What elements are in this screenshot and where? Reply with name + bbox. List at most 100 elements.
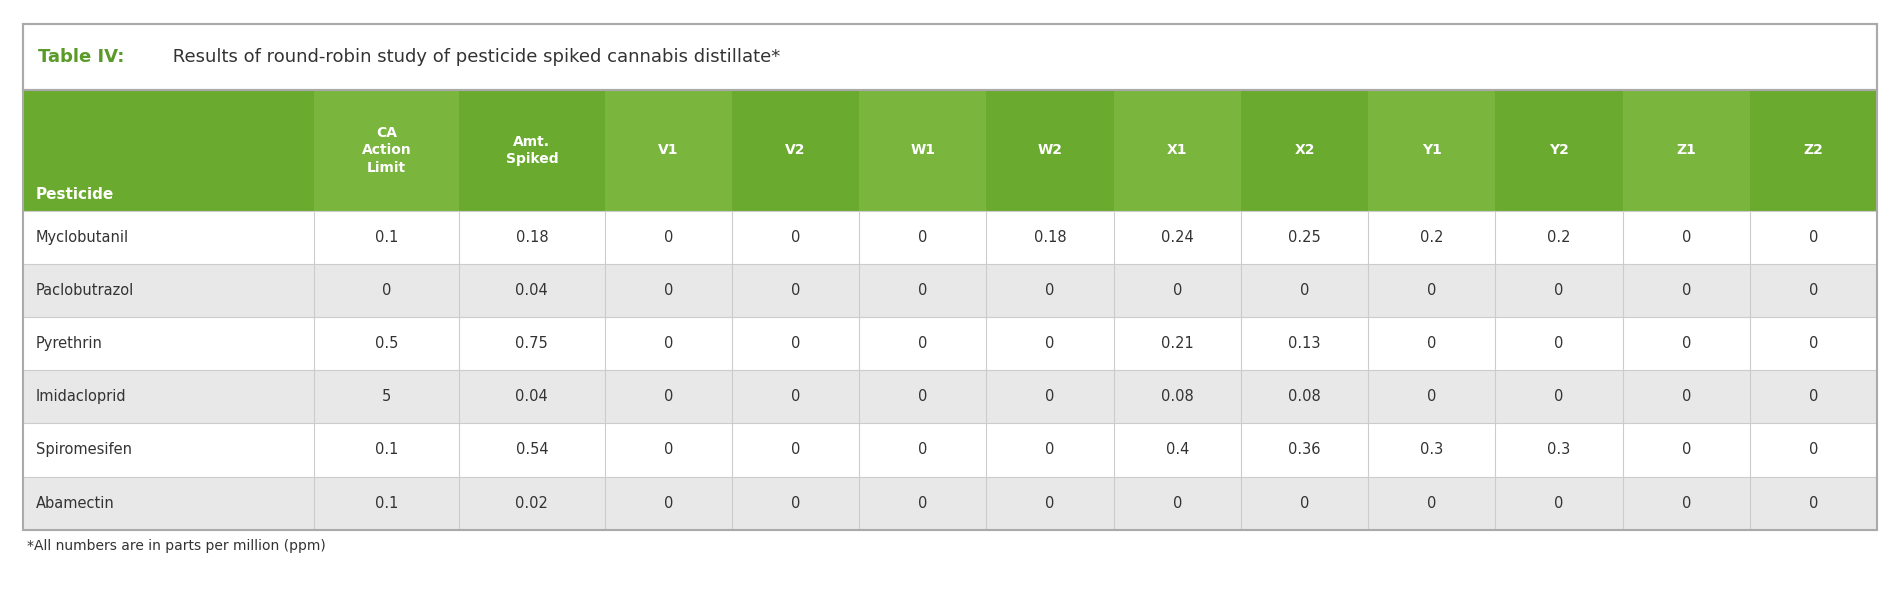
Text: 0: 0: [1554, 336, 1564, 351]
Bar: [23, 264, 1877, 317]
Text: 0: 0: [918, 442, 927, 458]
Text: Y1: Y1: [1421, 143, 1442, 158]
Text: 0.4: 0.4: [1165, 442, 1189, 458]
Text: 0.5: 0.5: [374, 336, 399, 351]
Text: 0: 0: [1045, 336, 1054, 351]
Text: W2: W2: [1037, 143, 1062, 158]
Bar: [859, 90, 986, 211]
Text: 0.75: 0.75: [515, 336, 549, 351]
Text: 0: 0: [1809, 230, 1818, 245]
Bar: [23, 477, 1877, 530]
Text: 0.18: 0.18: [1034, 230, 1066, 245]
Bar: [23, 211, 1877, 264]
Bar: [460, 90, 604, 211]
Text: 5: 5: [382, 389, 391, 405]
Text: 0: 0: [1682, 230, 1691, 245]
Text: 0: 0: [1682, 442, 1691, 458]
Text: 0.04: 0.04: [515, 283, 549, 298]
Text: 0.13: 0.13: [1288, 336, 1320, 351]
Text: 0.2: 0.2: [1419, 230, 1444, 245]
Bar: [23, 24, 1877, 530]
Text: 0: 0: [1427, 283, 1436, 298]
Text: 0: 0: [663, 336, 673, 351]
Text: 0.02: 0.02: [515, 495, 549, 510]
Text: 0: 0: [1427, 389, 1436, 405]
Text: 0.24: 0.24: [1161, 230, 1193, 245]
Text: Abamectin: Abamectin: [36, 495, 114, 510]
Text: 0: 0: [1809, 495, 1818, 510]
Text: 0: 0: [1809, 442, 1818, 458]
Text: 0: 0: [918, 230, 927, 245]
Text: 0: 0: [790, 230, 800, 245]
Text: 0.08: 0.08: [1161, 389, 1193, 405]
Text: 0: 0: [663, 389, 673, 405]
Text: 0.36: 0.36: [1288, 442, 1320, 458]
Text: 0: 0: [1300, 495, 1309, 510]
Text: V1: V1: [657, 143, 678, 158]
Text: 0: 0: [790, 336, 800, 351]
Text: 0: 0: [1554, 495, 1564, 510]
Text: Pyrethrin: Pyrethrin: [36, 336, 103, 351]
Text: 0: 0: [790, 495, 800, 510]
Text: 0: 0: [790, 283, 800, 298]
Bar: [1241, 90, 1368, 211]
Text: 0: 0: [1045, 283, 1054, 298]
Text: 0: 0: [1809, 336, 1818, 351]
Text: 0.1: 0.1: [374, 230, 399, 245]
Text: 0: 0: [918, 283, 927, 298]
Text: 0: 0: [790, 442, 800, 458]
Bar: [23, 317, 1877, 370]
Text: 0.08: 0.08: [1288, 389, 1320, 405]
Text: 0: 0: [1554, 389, 1564, 405]
Text: Results of round-robin study of pesticide spiked cannabis distillate*: Results of round-robin study of pesticid…: [167, 48, 781, 66]
Text: 0: 0: [663, 495, 673, 510]
Text: 0: 0: [1300, 283, 1309, 298]
Text: Z1: Z1: [1676, 143, 1697, 158]
Bar: [23, 24, 1877, 90]
Text: 0: 0: [1682, 495, 1691, 510]
Text: Pesticide: Pesticide: [36, 187, 114, 202]
Text: 0: 0: [790, 389, 800, 405]
Bar: [23, 370, 1877, 423]
Text: 0.21: 0.21: [1161, 336, 1193, 351]
Text: 0.2: 0.2: [1547, 230, 1571, 245]
Text: 0: 0: [1045, 442, 1054, 458]
Text: W1: W1: [910, 143, 935, 158]
Text: 0.18: 0.18: [515, 230, 549, 245]
Text: 0: 0: [382, 283, 391, 298]
Text: 0.3: 0.3: [1419, 442, 1444, 458]
Text: 0: 0: [663, 283, 673, 298]
Text: 0.54: 0.54: [515, 442, 549, 458]
Bar: [986, 90, 1113, 211]
Bar: [1623, 90, 1750, 211]
Text: Table IV:: Table IV:: [38, 48, 124, 66]
Text: Imidacloprid: Imidacloprid: [36, 389, 127, 405]
Bar: [1113, 90, 1241, 211]
Text: 0: 0: [918, 495, 927, 510]
Text: Spiromesifen: Spiromesifen: [36, 442, 133, 458]
Text: X1: X1: [1167, 143, 1188, 158]
Text: 0: 0: [1554, 283, 1564, 298]
Text: 0: 0: [1427, 336, 1436, 351]
Bar: [1368, 90, 1495, 211]
Text: X2: X2: [1294, 143, 1315, 158]
Text: 0: 0: [1045, 495, 1054, 510]
Text: 0.1: 0.1: [374, 495, 399, 510]
Text: Y2: Y2: [1548, 143, 1569, 158]
Bar: [604, 90, 732, 211]
Text: 0: 0: [918, 389, 927, 405]
Text: 0.1: 0.1: [374, 442, 399, 458]
Text: 0: 0: [1172, 283, 1182, 298]
Text: Paclobutrazol: Paclobutrazol: [36, 283, 135, 298]
Text: CA
Action
Limit: CA Action Limit: [361, 126, 410, 175]
Text: 0: 0: [1682, 336, 1691, 351]
Bar: [1750, 90, 1877, 211]
Bar: [23, 423, 1877, 477]
Bar: [314, 90, 460, 211]
Text: Myclobutanil: Myclobutanil: [36, 230, 129, 245]
Text: 0: 0: [663, 442, 673, 458]
Text: 0: 0: [1809, 283, 1818, 298]
Text: 0.3: 0.3: [1547, 442, 1571, 458]
Text: 0: 0: [918, 336, 927, 351]
Bar: [1495, 90, 1623, 211]
